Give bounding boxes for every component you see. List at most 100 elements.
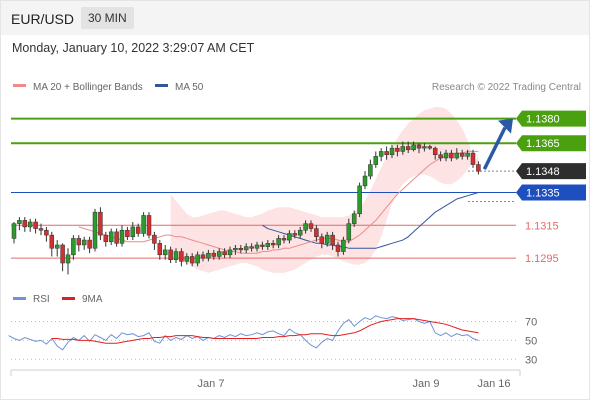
candle [157, 240, 163, 260]
candle-body [141, 215, 146, 234]
moving-averages [78, 150, 479, 254]
candle [152, 231, 157, 250]
candle-body [243, 246, 249, 251]
rsi-ma-legend-swatch [62, 297, 75, 300]
candle [368, 159, 373, 180]
resistance-level-label: 1.1365 [526, 138, 560, 150]
candle [238, 244, 244, 254]
candle-body [92, 211, 98, 249]
candle-body [22, 220, 28, 228]
ma20-legend-label: MA 20 + Bollinger Bands [33, 82, 143, 93]
candle-body [54, 244, 60, 249]
ma50-legend-swatch [155, 84, 168, 87]
x-tick-label: Jan 7 [198, 378, 225, 390]
candle [243, 243, 249, 254]
candle [405, 141, 411, 154]
candle-body [395, 147, 400, 152]
candle-body [125, 229, 130, 238]
candle-body [206, 252, 211, 259]
candle-body [389, 147, 395, 155]
candle [443, 149, 449, 162]
candle [76, 235, 82, 252]
last-level-label: 1.1348 [526, 166, 560, 178]
candle [233, 244, 238, 255]
candle-body [157, 243, 163, 256]
x-tick-label: Jan 16 [477, 378, 510, 390]
candle [427, 144, 433, 150]
candle-body [211, 252, 217, 257]
candle-body [162, 249, 168, 256]
candle [168, 246, 173, 264]
candle-body [324, 234, 330, 244]
candle-body [314, 228, 319, 238]
candle-body [443, 152, 449, 159]
candle-body [341, 239, 346, 252]
candle-body [405, 146, 411, 151]
candle [81, 236, 87, 250]
candle-body [303, 223, 308, 231]
candle [222, 248, 227, 259]
candle [389, 144, 395, 158]
level-labels: 1.1380 1.1365 1.1348 1.1335 1.1315 1.1295 [516, 110, 586, 265]
candle-body [195, 254, 200, 264]
ma50-legend-label: MA 50 [175, 82, 204, 93]
candle-body [427, 146, 433, 149]
candle-body [384, 151, 389, 155]
candle-body [179, 251, 184, 262]
candle [319, 233, 325, 249]
candle [135, 223, 141, 237]
candle [206, 249, 211, 262]
candle [400, 141, 406, 155]
candle [103, 231, 109, 247]
candle [373, 151, 379, 168]
candle-body [216, 251, 222, 257]
candle-body [152, 234, 157, 244]
candle [276, 235, 281, 249]
candle [227, 246, 233, 259]
ma20-line [78, 150, 479, 254]
resistance-level-tag [516, 135, 586, 152]
candle-body [76, 238, 82, 246]
candle-body [297, 229, 303, 236]
candle [362, 171, 368, 190]
candle-body [400, 146, 406, 152]
candle-body [249, 246, 254, 249]
candle-body [276, 238, 281, 246]
candle [303, 220, 308, 234]
candle [173, 248, 179, 264]
pivot-level-label: 1.1335 [526, 187, 560, 199]
candle-body [422, 146, 427, 149]
timeframe-button[interactable]: 30 MIN [81, 7, 134, 29]
candle-body [270, 243, 276, 246]
candle [335, 241, 341, 257]
candle [260, 241, 265, 250]
candle-body [184, 256, 190, 262]
candle [71, 235, 76, 260]
candle [130, 222, 136, 241]
candle [341, 236, 346, 255]
candle-body [11, 223, 17, 239]
candle [470, 149, 476, 168]
candle-body [454, 152, 460, 159]
candle-body [27, 221, 33, 228]
resistance-level-tag [516, 110, 586, 127]
candle [38, 223, 44, 236]
candle-body [260, 244, 265, 247]
candle-body [476, 164, 481, 172]
candle-body [308, 223, 314, 229]
candle [179, 248, 184, 267]
candle-body [146, 215, 152, 236]
candle [270, 240, 276, 249]
support-level-label: 1.1295 [525, 253, 559, 265]
candle-body [335, 244, 341, 252]
last-level-tag [516, 163, 586, 180]
candle [351, 210, 357, 227]
candle [287, 230, 292, 244]
candle [162, 244, 168, 260]
candle [308, 220, 314, 232]
candle [33, 218, 38, 234]
candle-body [362, 175, 368, 187]
candle [454, 148, 460, 160]
candle [314, 225, 319, 242]
